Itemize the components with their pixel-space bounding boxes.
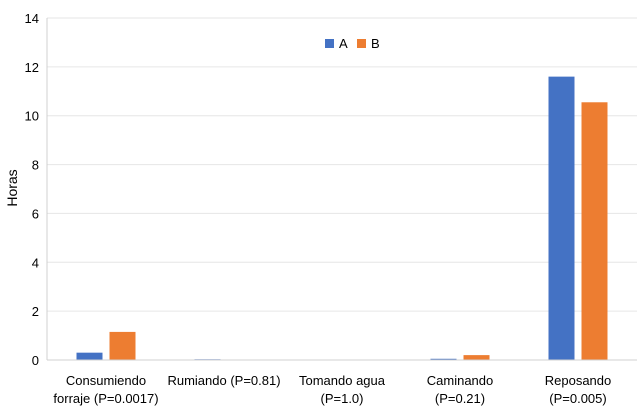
- bar-a: [549, 77, 575, 360]
- x-tick-label: (P=1.0): [321, 391, 364, 406]
- y-tick-label: 8: [32, 158, 39, 173]
- bar-b: [582, 102, 608, 360]
- x-tick-label: Reposando: [545, 373, 612, 388]
- y-tick-label: 12: [25, 60, 39, 75]
- y-tick-label: 14: [25, 11, 39, 26]
- x-tick-label: Rumiando (P=0.81): [167, 373, 280, 388]
- legend-swatch: [357, 39, 366, 48]
- x-tick-label: forraje (P=0.0017): [53, 391, 158, 406]
- x-tick-label: Tomando agua: [299, 373, 386, 388]
- bars: [77, 77, 608, 360]
- legend-label: B: [371, 36, 380, 51]
- bar-b: [464, 355, 490, 360]
- x-tick-label: Caminando: [427, 373, 494, 388]
- x-tick-label: (P=0.21): [435, 391, 485, 406]
- bar-a: [77, 353, 103, 360]
- y-tick-label: 0: [32, 353, 39, 368]
- x-tick-labels: Consumiendo forraje (P=0.0017) Rumiando (P…: [53, 373, 611, 406]
- legend-swatch: [325, 39, 334, 48]
- legend-label: A: [339, 36, 348, 51]
- y-tick-label: 10: [25, 109, 39, 124]
- bar-b: [110, 332, 136, 360]
- x-tick-label: (P=0.005): [549, 391, 606, 406]
- y-tick-label: 6: [32, 206, 39, 221]
- y-axis-label: Horas: [4, 169, 20, 206]
- x-tick-label: Consumiendo: [66, 373, 146, 388]
- y-tick-label: 4: [32, 255, 39, 270]
- y-tick-labels: 0 2 4 6 8 10 12 14: [25, 11, 39, 368]
- y-tick-label: 2: [32, 304, 39, 319]
